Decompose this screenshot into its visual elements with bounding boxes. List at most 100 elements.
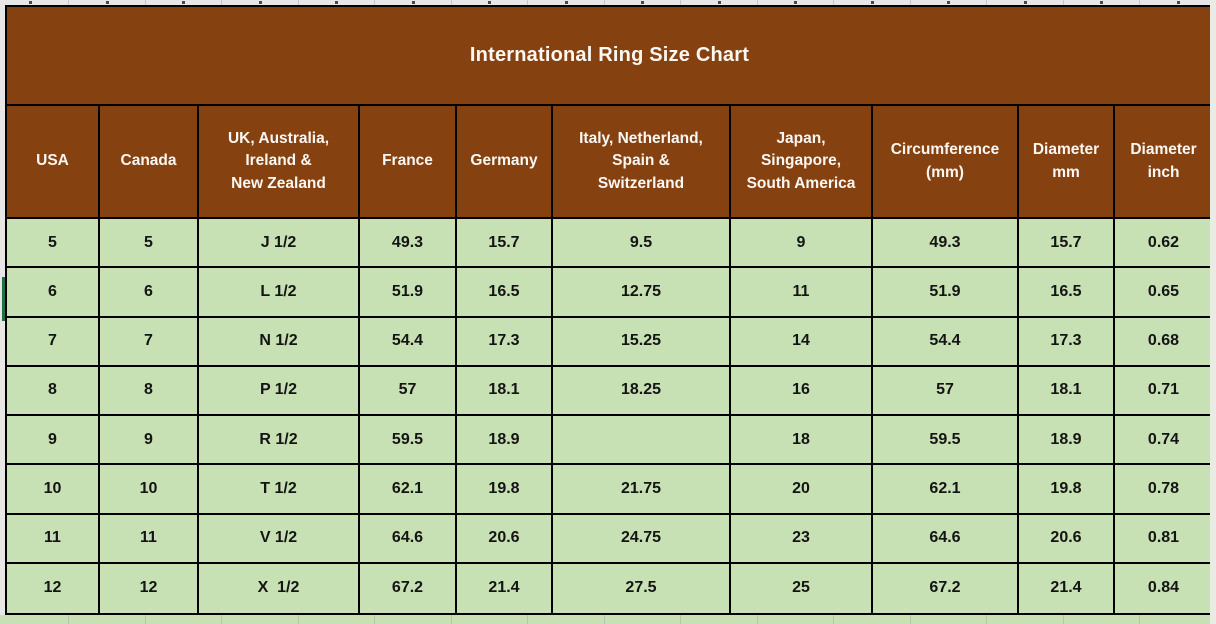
cell-italy-netherland-spain-switzerland-row8[interactable]: 27.5 — [553, 563, 731, 613]
col-header-italy-netherland-spain-switzerland[interactable]: Italy, Netherland, Spain & Switzerland — [553, 106, 731, 219]
cell-usa-row2[interactable]: 6 — [7, 268, 100, 318]
cell-diameter-inch-row1[interactable]: 0.62 — [1115, 219, 1212, 269]
col-header-diameter-mm[interactable]: Diameter mm — [1019, 106, 1115, 219]
cell-diameter-mm-row5[interactable]: 18.9 — [1019, 416, 1115, 466]
cell-germany-row4[interactable]: 18.1 — [457, 366, 553, 416]
cell-france-row3[interactable]: 54.4 — [360, 317, 457, 367]
cell-italy-netherland-spain-switzerland-row6[interactable]: 21.75 — [553, 465, 731, 515]
cell-canada-row6[interactable]: 10 — [100, 465, 199, 515]
cell-usa-row3[interactable]: 7 — [7, 317, 100, 367]
cell-germany-row8[interactable]: 21.4 — [457, 563, 553, 613]
cell-usa-row7[interactable]: 11 — [7, 514, 100, 564]
col-header-circumference-mm[interactable]: Circumference (mm) — [873, 106, 1019, 219]
cell-canada-row1[interactable]: 5 — [100, 219, 199, 269]
cell-uk-australia-ireland-nz-row1[interactable]: J 1/2 — [199, 219, 360, 269]
cell-usa-row6[interactable]: 10 — [7, 465, 100, 515]
cell-canada-row7[interactable]: 11 — [100, 514, 199, 564]
cell-japan-singapore-south-america-row1[interactable]: 9 — [731, 219, 873, 269]
col-header-japan-singapore-south-america[interactable]: Japan, Singapore, South America — [731, 106, 873, 219]
cell-japan-singapore-south-america-row8[interactable]: 25 — [731, 563, 873, 613]
cell-uk-australia-ireland-nz-row6[interactable]: T 1/2 — [199, 465, 360, 515]
cell-circumference-mm-row1[interactable]: 49.3 — [873, 219, 1019, 269]
cell-italy-netherland-spain-switzerland-row1[interactable]: 9.5 — [553, 219, 731, 269]
cell-diameter-inch-row6[interactable]: 0.78 — [1115, 465, 1212, 515]
table-title[interactable]: International Ring Size Chart — [7, 7, 1212, 106]
cell-usa-row1[interactable]: 5 — [7, 219, 100, 269]
cell-diameter-mm-row1[interactable]: 15.7 — [1019, 219, 1115, 269]
cell-diameter-inch-row8[interactable]: 0.84 — [1115, 563, 1212, 613]
col-header-france[interactable]: France — [360, 106, 457, 219]
cell-germany-row2[interactable]: 16.5 — [457, 268, 553, 318]
cell-japan-singapore-south-america-row4[interactable]: 16 — [731, 366, 873, 416]
column-letter-fragment — [870, 1, 874, 4]
col-header-diameter-inch[interactable]: Diameter inch — [1115, 106, 1212, 219]
cell-japan-singapore-south-america-row6[interactable]: 20 — [731, 465, 873, 515]
cell-canada-row2[interactable]: 6 — [100, 268, 199, 318]
cell-france-row6[interactable]: 62.1 — [360, 465, 457, 515]
cell-canada-row3[interactable]: 7 — [100, 317, 199, 367]
cell-uk-australia-ireland-nz-row4[interactable]: P 1/2 — [199, 366, 360, 416]
cell-japan-singapore-south-america-row7[interactable]: 23 — [731, 514, 873, 564]
cell-diameter-mm-row6[interactable]: 19.8 — [1019, 465, 1115, 515]
sheet-column-headers[interactable] — [0, 0, 1216, 5]
column-letter-fragment — [947, 1, 950, 4]
cell-italy-netherland-spain-switzerland-row4[interactable]: 18.25 — [553, 366, 731, 416]
cell-italy-netherland-spain-switzerland-row5[interactable] — [553, 416, 731, 466]
col-header-germany[interactable]: Germany — [457, 106, 553, 219]
cell-circumference-mm-row3[interactable]: 54.4 — [873, 317, 1019, 367]
col-header-usa[interactable]: USA — [7, 106, 100, 219]
cell-diameter-inch-row7[interactable]: 0.81 — [1115, 514, 1212, 564]
cell-circumference-mm-row5[interactable]: 59.5 — [873, 416, 1019, 466]
cell-france-row1[interactable]: 49.3 — [360, 219, 457, 269]
cell-circumference-mm-row7[interactable]: 64.6 — [873, 514, 1019, 564]
cell-circumference-mm-row6[interactable]: 62.1 — [873, 465, 1019, 515]
cell-circumference-mm-row2[interactable]: 51.9 — [873, 268, 1019, 318]
col-header-uk-australia-ireland-nz[interactable]: UK, Australia, Ireland & New Zealand — [199, 106, 360, 219]
column-letter-fragment — [411, 1, 415, 4]
cell-diameter-inch-row2[interactable]: 0.65 — [1115, 268, 1212, 318]
cell-diameter-mm-row7[interactable]: 20.6 — [1019, 514, 1115, 564]
cell-germany-row3[interactable]: 17.3 — [457, 317, 553, 367]
cell-circumference-mm-row8[interactable]: 67.2 — [873, 563, 1019, 613]
cell-uk-australia-ireland-nz-row3[interactable]: N 1/2 — [199, 317, 360, 367]
cell-canada-row5[interactable]: 9 — [100, 416, 199, 466]
cell-germany-row5[interactable]: 18.9 — [457, 416, 553, 466]
cell-diameter-mm-row8[interactable]: 21.4 — [1019, 563, 1115, 613]
cell-canada-row8[interactable]: 12 — [100, 563, 199, 613]
cell-france-row4[interactable]: 57 — [360, 366, 457, 416]
cell-uk-australia-ireland-nz-row8[interactable]: X 1/2 — [199, 563, 360, 613]
cell-diameter-inch-row3[interactable]: 0.68 — [1115, 317, 1212, 367]
cell-diameter-inch-row5[interactable]: 0.74 — [1115, 416, 1212, 466]
column-letter-fragment — [105, 1, 109, 4]
cell-usa-row8[interactable]: 12 — [7, 563, 100, 613]
cell-japan-singapore-south-america-row3[interactable]: 14 — [731, 317, 873, 367]
cell-uk-australia-ireland-nz-row2[interactable]: L 1/2 — [199, 268, 360, 318]
cell-germany-row7[interactable]: 20.6 — [457, 514, 553, 564]
column-letter-fragment — [335, 1, 338, 4]
cell-canada-row4[interactable]: 8 — [100, 366, 199, 416]
cell-germany-row1[interactable]: 15.7 — [457, 219, 553, 269]
cell-uk-australia-ireland-nz-row5[interactable]: R 1/2 — [199, 416, 360, 466]
cell-usa-row5[interactable]: 9 — [7, 416, 100, 466]
cell-italy-netherland-spain-switzerland-row2[interactable]: 12.75 — [553, 268, 731, 318]
cell-diameter-inch-row4[interactable]: 0.71 — [1115, 366, 1212, 416]
cell-france-row8[interactable]: 67.2 — [360, 563, 457, 613]
gridline — [144, 615, 146, 624]
cell-france-row2[interactable]: 51.9 — [360, 268, 457, 318]
col-header-canada[interactable]: Canada — [100, 106, 199, 219]
cell-germany-row6[interactable]: 19.8 — [457, 465, 553, 515]
cell-italy-netherland-spain-switzerland-row7[interactable]: 24.75 — [553, 514, 731, 564]
cell-italy-netherland-spain-switzerland-row3[interactable]: 15.25 — [553, 317, 731, 367]
cell-usa-row4[interactable]: 8 — [7, 366, 100, 416]
cell-japan-singapore-south-america-row5[interactable]: 18 — [731, 416, 873, 466]
ring-size-table: International Ring Size Chart USA Canada U… — [5, 5, 1212, 615]
cell-japan-singapore-south-america-row2[interactable]: 11 — [731, 268, 873, 318]
cell-diameter-mm-row4[interactable]: 18.1 — [1019, 366, 1115, 416]
cell-circumference-mm-row4[interactable]: 57 — [873, 366, 1019, 416]
cell-france-row5[interactable]: 59.5 — [360, 416, 457, 466]
cell-diameter-mm-row2[interactable]: 16.5 — [1019, 268, 1115, 318]
cell-diameter-mm-row3[interactable]: 17.3 — [1019, 317, 1115, 367]
partial-next-row[interactable] — [0, 615, 1216, 624]
cell-uk-australia-ireland-nz-row7[interactable]: V 1/2 — [199, 514, 360, 564]
cell-france-row7[interactable]: 64.6 — [360, 514, 457, 564]
